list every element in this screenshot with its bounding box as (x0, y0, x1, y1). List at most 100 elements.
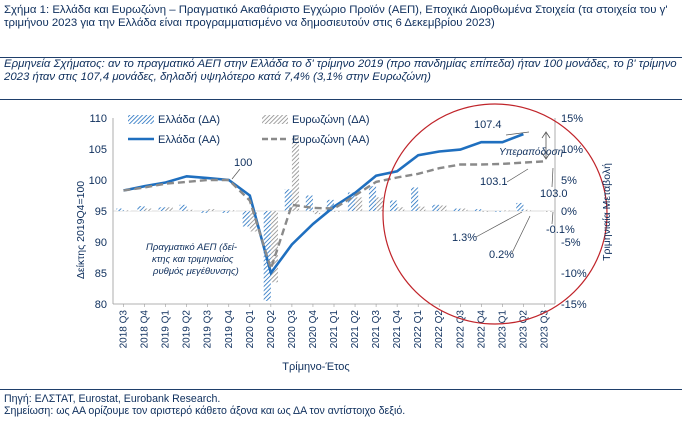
eurozone-qoq-bar (523, 209, 531, 211)
eurozone-qoq-bar (270, 211, 279, 283)
greece-qoq-bar (474, 209, 482, 211)
annotation-hundred: 100 (234, 157, 252, 169)
greece-qoq-bar (411, 187, 419, 211)
legend-swatch-greece-bar (128, 115, 154, 124)
eurozone-qoq-bar (165, 207, 173, 211)
eurozone-qoq-bar (355, 197, 363, 211)
x-tick-label: 2023 Q1 (497, 310, 508, 349)
annotation-gr-qoq-leader (475, 211, 523, 238)
annotation-ez-qoq-q2-leader (511, 215, 531, 254)
chart-lines (123, 132, 545, 276)
greece-qoq-bar (516, 202, 524, 211)
x-tick-label: 2020 Q3 (287, 310, 298, 349)
eurozone-qoq-bar (544, 211, 552, 212)
legend-label-eurozone-bar: Ευρωζώνη (ΔΑ) (292, 114, 370, 126)
note-box-line-2: κτης και τριμηνιαίος (152, 254, 234, 265)
annotation-gr-level-leader (505, 131, 530, 136)
annotation-outperformance: Υπεραπόδοση (499, 146, 564, 158)
outperformance-arrow-up (541, 131, 551, 139)
right-tick-label: -5% (561, 237, 581, 249)
greece-qoq-bar (326, 199, 334, 211)
footer-rule (0, 389, 682, 390)
left-axis-title: Δείκτης 2019Q4=100 (75, 181, 87, 279)
greece-qoq-bar (347, 192, 356, 211)
left-tick-label: 90 (95, 237, 107, 249)
greece-qoq-bar (368, 186, 377, 211)
gdp-chart: 80 85 90 95 100 105 110 -15% -10% -5% 0% 5% 10% 15% 20… (75, 103, 613, 373)
x-tick-label: 2022 Q4 (476, 310, 487, 349)
eurozone-qoq-bar (376, 197, 384, 211)
x-tick-label: 2022 Q2 (434, 310, 445, 349)
annotation-ez-level-q2-leader (506, 168, 529, 183)
eurozone-qoq-bar (418, 206, 426, 211)
eurozone-qoq-bar (186, 209, 194, 211)
left-tick-label: 100 (89, 175, 107, 187)
annotation-ez-qoq-q2: 0.2% (489, 249, 514, 261)
annotation-gr-qoq: 1.3% (452, 232, 477, 244)
chart-legend: Ελλάδα (ΔΑ) Ευρωζώνη (ΔΑ) Ελλάδα (ΑΑ) Ευ… (128, 114, 370, 146)
eurozone-qoq-bar (207, 209, 215, 211)
x-tick-label: 2022 Q3 (455, 310, 466, 349)
x-tick-label: 2021 Q3 (371, 310, 382, 349)
eurozone-qoq-bar (481, 211, 489, 212)
interpretation-rule (0, 99, 682, 100)
eurozone-qoq-bar (439, 205, 447, 211)
outperformance-arrow-down (541, 152, 551, 160)
legend-label-eurozone-line: Ευρωζώνη (ΑΑ) (292, 134, 370, 146)
chart-axes: 80 85 90 95 100 105 110 -15% -10% -5% 0% 5% 10% 15% 20… (89, 113, 587, 348)
x-tick-label: 2020 Q1 (245, 310, 256, 349)
x-tick-label: 2021 Q2 (350, 310, 361, 349)
x-tick-label: 2019 Q2 (182, 310, 193, 349)
greece-qoq-bar (242, 211, 250, 227)
legend-label-greece-line: Ελλάδα (ΑΑ) (158, 134, 220, 146)
annotation-note-box: Πραγματικό ΑΕΠ (δεί- κτης και τριμηνιαίο… (146, 242, 240, 277)
left-tick-label: 85 (95, 268, 107, 280)
footer-note: Σημείωση: ως ΑΑ ορίζουμε τον αριστερό κά… (4, 405, 406, 417)
right-tick-label: 0% (561, 206, 577, 218)
eurozone-qoq-bar (460, 208, 468, 211)
greece-qoq-bar (158, 207, 166, 211)
annotation-ez-level-q3-leader (551, 167, 554, 188)
note-box-line-1: Πραγματικό ΑΕΠ (δεί- (146, 242, 237, 253)
right-tick-label: -10% (561, 268, 587, 280)
chart-annotations: 100 107.4 Υπεραπόδοση 103.1 103.0 1.3% 0… (146, 103, 608, 325)
right-tick-label: 5% (561, 175, 577, 187)
legend-label-greece-bar: Ελλάδα (ΔΑ) (158, 114, 220, 126)
x-tick-label: 2022 Q1 (413, 310, 424, 349)
greece-qoq-bar (432, 204, 440, 211)
x-tick-label: 2021 Q1 (329, 310, 340, 349)
x-tick-label: 2020 Q4 (308, 310, 319, 349)
x-tick-label: 2019 Q3 (203, 310, 214, 349)
greece-qoq-bar (284, 189, 292, 211)
left-tick-label: 110 (89, 113, 107, 125)
greece-qoq-bar (200, 211, 208, 213)
right-axis-title: Τριμηνιαία Μεταβολή (601, 163, 613, 261)
greece-qoq-bar (305, 195, 313, 211)
eurozone-qoq-bar (397, 207, 405, 211)
right-tick-label: -15% (561, 299, 587, 311)
figure-interpretation: Ερμηνεία Σχήματος: αν το πραγματικό ΑΕΠ … (4, 58, 677, 84)
eurozone-qoq-bar (249, 211, 257, 232)
figure-title: Σχήμα 1: Ελλάδα και Ευρωζώνη – Πραγματικ… (4, 4, 668, 30)
greece-qoq-bar (389, 200, 398, 211)
greece-qoq-bar (116, 208, 124, 211)
greece-qoq-bar (137, 206, 145, 211)
left-tick-label: 105 (89, 144, 107, 156)
annotation-ez-level-q3: 103.0 (540, 188, 568, 200)
right-tick-label: 10% (561, 144, 583, 156)
x-tick-label: 2018 Q3 (119, 310, 130, 349)
x-tick-label: 2018 Q4 (140, 310, 151, 349)
title-rule (0, 57, 682, 58)
annotation-gr-level: 107.4 (474, 119, 502, 131)
annotation-hundred-leader (231, 168, 241, 180)
x-tick-label: 2019 Q1 (161, 310, 172, 349)
annotation-ez-level-q2: 103.1 (480, 176, 508, 188)
eurozone-level-line (123, 160, 545, 273)
eurozone-qoq-bar (123, 210, 131, 212)
right-tick-label: 15% (561, 113, 583, 125)
x-axis-title: Τρίμηνο-Έτος (282, 361, 349, 373)
annotation-ez-qoq-q3-leader (551, 211, 554, 225)
left-tick-label: 95 (95, 206, 107, 218)
left-tick-label: 80 (95, 299, 107, 311)
eurozone-qoq-bar (502, 210, 510, 212)
